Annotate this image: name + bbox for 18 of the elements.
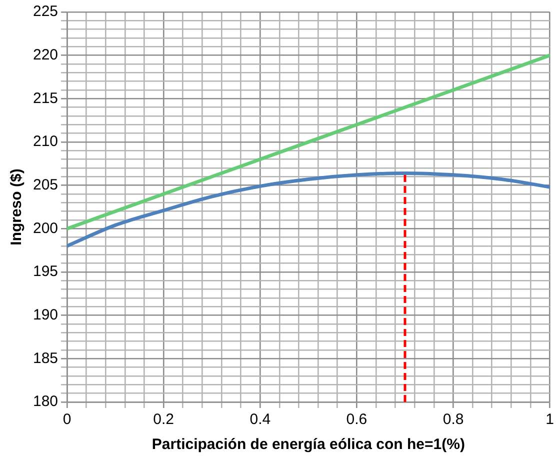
y-tick-label: 200	[32, 220, 58, 237]
x-axis-title: Participación de energía eólica con he=1(%)	[152, 436, 465, 454]
y-tick-label: 205	[32, 176, 58, 194]
x-tick-label: 0.6	[346, 411, 368, 428]
y-tick-label: 190	[32, 306, 58, 324]
x-tick-label: 0.2	[153, 411, 174, 428]
y-tick-label: 220	[32, 46, 58, 64]
y-tick-label: 225	[32, 3, 58, 20]
y-tick-label: 185	[32, 350, 58, 367]
x-tick-label: 0.4	[250, 411, 271, 428]
y-tick-label: 210	[32, 133, 58, 150]
x-tick-label: 0	[62, 411, 72, 428]
y-tick-label: 215	[32, 90, 58, 107]
x-tick-label: 1	[546, 411, 554, 428]
y-tick-label: 180	[32, 393, 58, 410]
x-tick-label: 0.8	[442, 411, 464, 428]
y-axis-title: Ingreso ($)	[8, 168, 26, 246]
y-tick-label: 195	[32, 263, 58, 280]
